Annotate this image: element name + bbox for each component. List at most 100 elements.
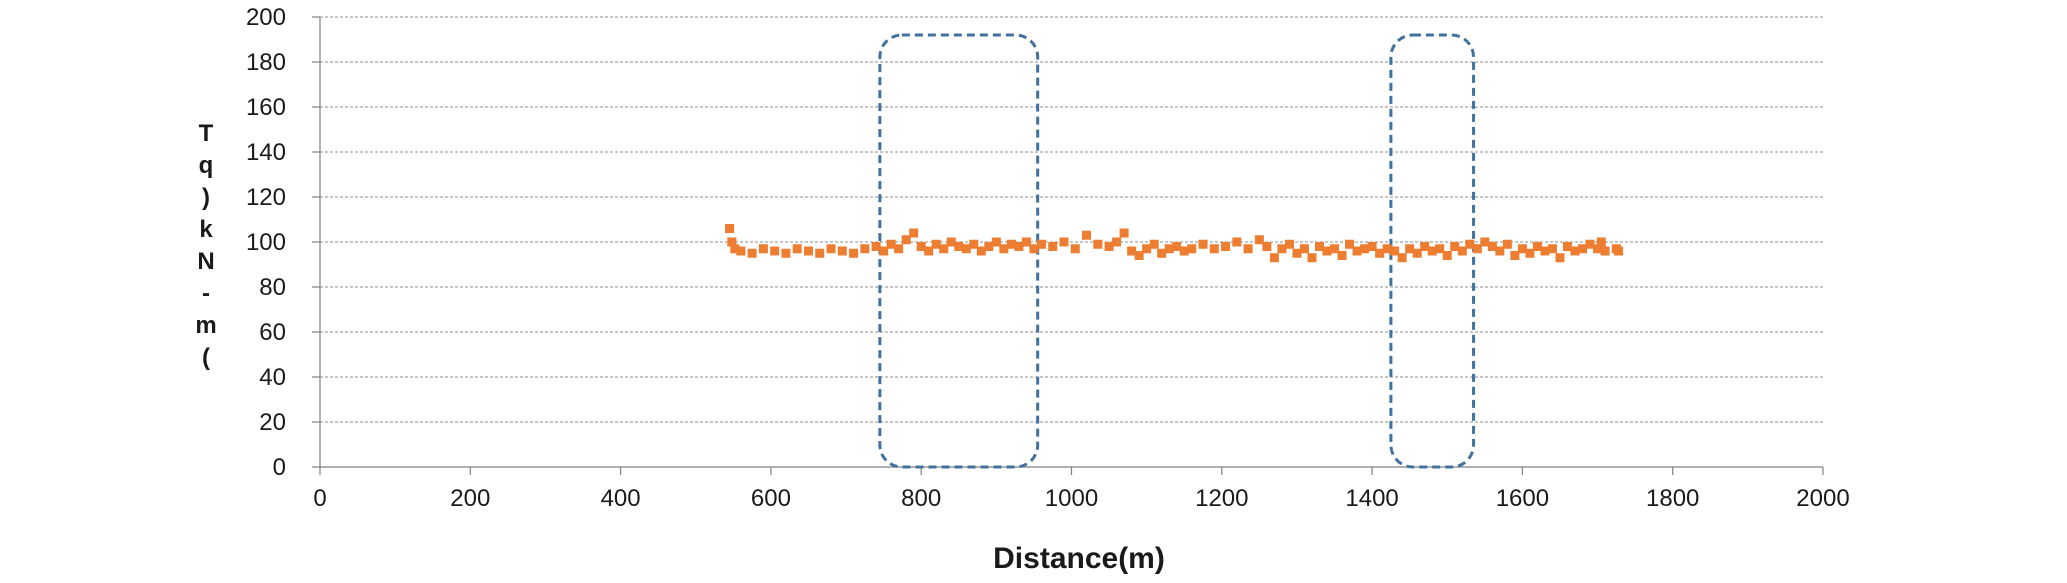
data-point (1006, 239, 1016, 249)
data-point (1450, 242, 1460, 251)
data-point (1547, 244, 1557, 254)
data-point (1397, 253, 1407, 263)
data-point (1082, 230, 1092, 240)
data-point (1134, 251, 1144, 260)
data-point (1322, 246, 1332, 256)
data-point (1014, 242, 1024, 251)
data-point (1435, 244, 1445, 254)
y-axis-label-char: - (202, 280, 210, 307)
data-point (916, 242, 926, 251)
data-point (1232, 237, 1242, 247)
data-point (1269, 253, 1279, 263)
data-point (1570, 246, 1580, 256)
data-point (1367, 242, 1377, 251)
data-point (1593, 244, 1603, 254)
x-tick-label: 400 (601, 485, 641, 512)
data-point (1465, 239, 1475, 249)
data-point (1164, 244, 1174, 254)
data-point (1021, 237, 1031, 247)
data-point (991, 237, 1001, 247)
data-point (1307, 253, 1317, 263)
data-point (1142, 244, 1152, 254)
data-point (901, 235, 911, 245)
y-axis-label: Tq) kN - m ( (195, 120, 216, 371)
data-point (1254, 235, 1264, 245)
data-point (1360, 244, 1370, 254)
y-tick-label: 60 (259, 319, 286, 346)
data-point (1112, 237, 1122, 247)
data-point (1555, 253, 1565, 263)
data-point (837, 246, 847, 256)
data-point (1585, 239, 1595, 249)
x-tick-labels: 0 200 400 600 800 1000 1200 1400 1600 1800 2000 (313, 485, 1849, 512)
x-tick-label: 1800 (1646, 485, 1699, 512)
data-point (1540, 246, 1550, 256)
y-tick-label: 20 (259, 409, 286, 436)
y-axis-label-char: T (199, 120, 214, 147)
data-point (1352, 246, 1362, 256)
data-point (727, 237, 737, 247)
data-point (1502, 239, 1512, 249)
y-axis-label-char: q (199, 152, 214, 179)
data-point (939, 244, 949, 254)
data-point (781, 248, 791, 258)
data-point (1375, 248, 1385, 258)
data-point (1345, 239, 1355, 249)
data-point (803, 246, 813, 256)
data-point (1070, 244, 1080, 254)
data-point (969, 239, 979, 249)
data-point (1198, 239, 1208, 249)
x-axis-label: Distance(m) (993, 542, 1165, 575)
data-point (1420, 242, 1430, 251)
y-axis-label-char: N (197, 248, 214, 275)
data-point (1187, 244, 1197, 254)
data-point (826, 244, 836, 254)
data-point (758, 244, 768, 254)
data-point (1172, 242, 1182, 251)
data-point (1442, 251, 1452, 260)
data-points (725, 224, 1624, 263)
data-point (1427, 246, 1437, 256)
y-tick-label: 100 (246, 229, 286, 256)
data-point (1412, 248, 1422, 258)
data-point (1525, 248, 1535, 258)
data-point (1048, 242, 1058, 251)
data-point (1532, 242, 1542, 251)
data-point (954, 242, 964, 251)
data-point (1284, 239, 1294, 249)
data-point (886, 239, 896, 249)
x-tick-label: 1600 (1496, 485, 1549, 512)
data-point (1405, 244, 1415, 254)
data-point (1093, 239, 1103, 249)
data-point (1480, 237, 1490, 247)
data-point (946, 237, 956, 247)
data-point (1562, 242, 1572, 251)
data-point (1495, 246, 1505, 256)
data-point (1262, 242, 1272, 251)
data-point (1292, 248, 1302, 258)
data-point (1149, 239, 1159, 249)
data-point (1243, 244, 1253, 254)
grid-lines (320, 16, 1823, 423)
data-point (909, 228, 919, 238)
data-point (1517, 244, 1527, 254)
data-point (1600, 246, 1610, 256)
y-axis-label-char: k (199, 216, 213, 243)
y-tick-label: 180 (246, 49, 286, 76)
data-point (1127, 246, 1137, 256)
data-point (849, 248, 859, 258)
data-point (1390, 246, 1400, 256)
data-point (961, 244, 971, 254)
data-point (1510, 251, 1520, 260)
data-point (1221, 242, 1231, 251)
y-tick-label: 200 (246, 4, 286, 31)
x-tick-label: 1400 (1345, 485, 1398, 512)
y-tick-label: 140 (246, 139, 286, 166)
x-tick-label: 2000 (1796, 485, 1849, 512)
data-point (1487, 242, 1497, 251)
data-point (1104, 242, 1114, 251)
data-point (999, 244, 1009, 254)
data-point (924, 246, 934, 256)
data-point (1179, 246, 1189, 256)
x-tick-label: 200 (450, 485, 490, 512)
